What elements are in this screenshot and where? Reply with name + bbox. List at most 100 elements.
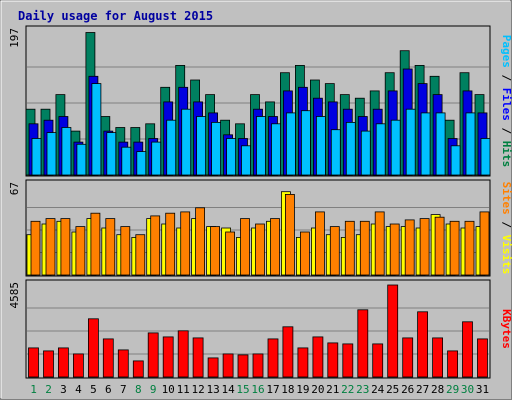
bar-sites-day-14 xyxy=(225,231,236,276)
bar-kbytes-day-30 xyxy=(462,321,473,378)
panel-max-label: 67 xyxy=(8,182,21,195)
bar-kbytes-day-16 xyxy=(252,353,264,378)
bar-kbytes-day-19 xyxy=(297,347,309,378)
x-tick-day-30: 30 xyxy=(461,383,474,396)
bar-kbytes-day-22 xyxy=(342,343,354,378)
x-tick-day-9: 9 xyxy=(150,383,157,396)
bar-kbytes-day-12 xyxy=(192,337,204,378)
bar-kbytes-day-1 xyxy=(28,347,39,378)
panel-legend: Pages / Files / Hits xyxy=(500,35,512,168)
bar-kbytes-day-15 xyxy=(237,354,249,378)
bar-pages-day-30 xyxy=(465,112,476,176)
bar-sites-day-26 xyxy=(404,219,415,276)
bar-kbytes-day-25 xyxy=(387,284,399,378)
bar-sites-day-15 xyxy=(240,218,250,276)
legend-separator: / xyxy=(500,215,512,235)
x-tick-day-8: 8 xyxy=(135,383,142,396)
bar-kbytes-day-8 xyxy=(132,360,144,378)
series-sites xyxy=(30,193,490,276)
bar-pages-day-11 xyxy=(181,108,192,176)
bar-pages-day-17 xyxy=(271,123,281,176)
x-tick-day-21: 21 xyxy=(326,383,339,396)
legend-entry: Sites xyxy=(500,182,512,215)
x-tick-day-28: 28 xyxy=(431,383,444,396)
panel-max-label: 4585 xyxy=(8,282,21,309)
bar-pages-day-5 xyxy=(91,83,102,176)
x-tick-day-22: 22 xyxy=(341,383,354,396)
bar-sites-day-23 xyxy=(359,220,370,276)
panel-max-label: 197 xyxy=(8,28,21,48)
bar-kbytes-day-3 xyxy=(58,347,69,378)
bar-pages-day-18 xyxy=(285,112,296,176)
legend-text: Sites / Visits xyxy=(500,182,512,275)
x-tick-day-19: 19 xyxy=(296,383,309,396)
x-tick-day-24: 24 xyxy=(371,383,385,396)
bar-sites-day-27 xyxy=(419,218,430,276)
bar-sites-day-8 xyxy=(135,234,146,276)
bar-sites-day-6 xyxy=(105,218,116,276)
x-tick-day-18: 18 xyxy=(281,383,294,396)
x-tick-day-17: 17 xyxy=(266,383,279,396)
x-tick-day-23: 23 xyxy=(356,383,369,396)
bar-pages-day-31 xyxy=(480,138,491,176)
bar-sites-day-5 xyxy=(90,212,101,276)
bar-pages-day-24 xyxy=(375,123,386,176)
bar-sites-day-25 xyxy=(389,223,400,276)
x-tick-day-7: 7 xyxy=(120,383,127,396)
bar-kbytes-day-14 xyxy=(222,353,234,378)
legend-separator: / xyxy=(500,68,512,88)
bar-sites-day-7 xyxy=(120,226,131,276)
chart-title: Daily usage for August 2015 xyxy=(18,9,213,23)
bar-pages-day-25 xyxy=(390,119,401,176)
bar-sites-day-11 xyxy=(180,211,191,276)
bar-kbytes-day-31 xyxy=(477,338,488,378)
bar-sites-day-17 xyxy=(270,218,280,276)
bar-kbytes-day-24 xyxy=(372,343,384,378)
bar-pages-day-10 xyxy=(166,119,177,176)
bar-pages-day-4 xyxy=(76,143,87,176)
bar-sites-day-3 xyxy=(60,218,71,276)
bar-pages-day-14 xyxy=(226,138,237,176)
x-tick-day-6: 6 xyxy=(105,383,112,396)
panel-1: 197 Pages / Files / Hits xyxy=(8,25,512,177)
bar-sites-day-28 xyxy=(434,216,445,276)
bar-sites-day-16 xyxy=(255,223,265,276)
bar-sites-day-29 xyxy=(449,220,460,276)
x-tick-day-13: 13 xyxy=(206,383,219,396)
panel-legend: Sites / Visits xyxy=(500,182,512,275)
bar-sites-day-1 xyxy=(30,220,41,276)
bar-pages-day-19 xyxy=(300,110,311,176)
panel-3: 4585 KBytes xyxy=(8,279,512,379)
bar-pages-day-15 xyxy=(241,145,251,176)
x-tick-day-12: 12 xyxy=(191,383,204,396)
x-tick-day-20: 20 xyxy=(311,383,324,396)
bar-sites-day-4 xyxy=(75,226,86,276)
x-tick-day-25: 25 xyxy=(386,383,399,396)
x-tick-day-14: 14 xyxy=(221,383,235,396)
x-tick-day-1: 1 xyxy=(30,383,37,396)
bar-kbytes-day-13 xyxy=(207,357,219,378)
bar-pages-day-29 xyxy=(450,145,461,176)
bar-sites-day-30 xyxy=(464,220,475,276)
bar-pages-day-7 xyxy=(121,146,132,176)
bar-kbytes-day-29 xyxy=(447,350,459,378)
bar-kbytes-day-10 xyxy=(162,336,174,378)
legend-text: Pages / Files / Hits xyxy=(500,35,512,168)
panel-legend: KBytes xyxy=(500,309,512,349)
x-tick-day-11: 11 xyxy=(177,383,190,396)
bar-pages-day-8 xyxy=(136,151,147,176)
bar-kbytes-day-26 xyxy=(402,337,414,378)
x-tick-day-3: 3 xyxy=(60,383,67,396)
bar-pages-day-23 xyxy=(360,130,371,176)
series-kbytes xyxy=(28,284,488,378)
legend-entry: Hits xyxy=(500,141,512,168)
x-tick-day-2: 2 xyxy=(45,383,52,396)
bar-sites-day-2 xyxy=(45,218,56,276)
legend-entry: Visits xyxy=(500,235,512,275)
bar-sites-day-9 xyxy=(150,215,161,276)
bar-sites-day-20 xyxy=(314,211,325,276)
bar-pages-day-1 xyxy=(31,138,42,176)
bar-kbytes-day-5 xyxy=(88,318,99,378)
bar-sites-day-19 xyxy=(299,231,310,276)
